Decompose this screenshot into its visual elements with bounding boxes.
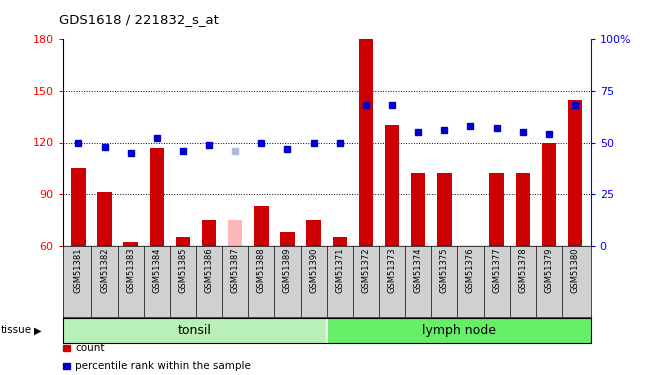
- Text: GSM51386: GSM51386: [205, 248, 214, 293]
- Text: GSM51376: GSM51376: [466, 248, 475, 293]
- Bar: [490, 173, 504, 246]
- Text: GSM51383: GSM51383: [126, 248, 135, 293]
- Bar: [437, 173, 451, 246]
- Text: tonsil: tonsil: [178, 324, 212, 337]
- Text: GSM51372: GSM51372: [362, 248, 370, 293]
- Text: GSM51380: GSM51380: [570, 248, 579, 293]
- Text: GSM51375: GSM51375: [440, 248, 449, 293]
- Text: GSM51381: GSM51381: [74, 248, 83, 293]
- Text: GSM51377: GSM51377: [492, 248, 501, 293]
- Bar: [568, 99, 582, 246]
- Bar: [411, 173, 426, 246]
- Bar: [123, 242, 138, 246]
- Bar: [176, 237, 190, 246]
- Text: GSM51382: GSM51382: [100, 248, 109, 293]
- Bar: [515, 173, 530, 246]
- Text: GSM51378: GSM51378: [518, 248, 527, 293]
- Bar: [97, 192, 112, 246]
- Text: GSM51388: GSM51388: [257, 248, 266, 293]
- Text: count: count: [75, 343, 105, 353]
- Bar: [359, 39, 373, 246]
- Bar: [385, 125, 399, 246]
- Text: GDS1618 / 221832_s_at: GDS1618 / 221832_s_at: [59, 13, 219, 26]
- Bar: [228, 220, 242, 246]
- Bar: [333, 237, 347, 246]
- Text: GSM51371: GSM51371: [335, 248, 345, 293]
- Text: ▶: ▶: [34, 326, 42, 335]
- Bar: [327, 318, 591, 343]
- Text: GSM51390: GSM51390: [309, 248, 318, 293]
- Bar: [463, 246, 478, 261]
- Text: lymph node: lymph node: [422, 324, 496, 337]
- Text: GSM51385: GSM51385: [178, 248, 187, 293]
- Bar: [71, 168, 86, 246]
- Bar: [306, 220, 321, 246]
- Text: GSM51387: GSM51387: [231, 248, 240, 293]
- Bar: [280, 232, 294, 246]
- Bar: [254, 206, 269, 246]
- Text: GSM51379: GSM51379: [544, 248, 553, 293]
- Text: percentile rank within the sample: percentile rank within the sample: [75, 361, 251, 371]
- Text: GSM51384: GSM51384: [152, 248, 161, 293]
- Bar: [542, 142, 556, 246]
- Bar: [150, 148, 164, 246]
- Bar: [63, 318, 327, 343]
- Text: tissue: tissue: [1, 326, 32, 335]
- Text: GSM51389: GSM51389: [283, 248, 292, 293]
- Bar: [202, 220, 216, 246]
- Text: GSM51373: GSM51373: [387, 248, 397, 293]
- Text: GSM51374: GSM51374: [414, 248, 422, 293]
